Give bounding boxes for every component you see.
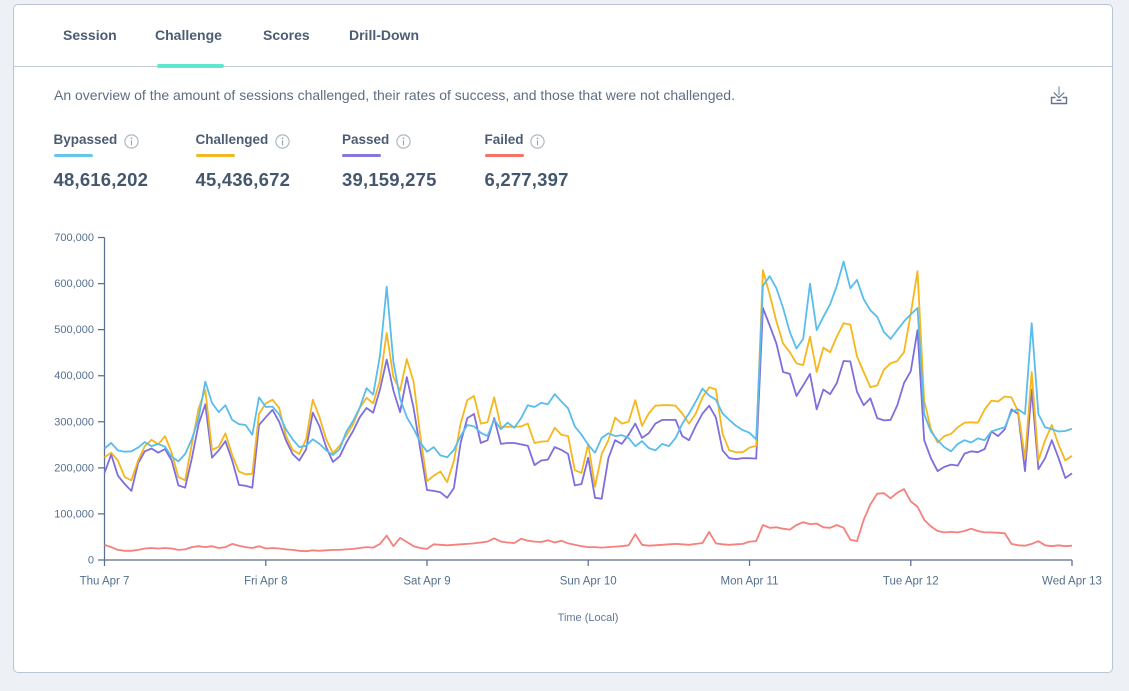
svg-text:Fri Apr 8: Fri Apr 8 (244, 576, 287, 588)
svg-text:Mon Apr 11: Mon Apr 11 (721, 576, 779, 588)
svg-text:700,000: 700,000 (54, 232, 94, 244)
svg-text:500,000: 500,000 (54, 324, 94, 336)
svg-text:300,000: 300,000 (54, 416, 94, 428)
svg-text:Tue Apr 12: Tue Apr 12 (883, 576, 939, 588)
svg-text:400,000: 400,000 (54, 370, 94, 382)
svg-text:600,000: 600,000 (54, 278, 94, 290)
svg-text:Wed Apr 13: Wed Apr 13 (1042, 576, 1102, 588)
svg-text:Sat Apr 9: Sat Apr 9 (403, 576, 450, 588)
svg-text:0: 0 (88, 555, 94, 567)
svg-text:100,000: 100,000 (54, 508, 94, 520)
svg-text:Thu Apr 7: Thu Apr 7 (80, 576, 130, 588)
svg-text:Time (Local): Time (Local) (558, 612, 619, 624)
svg-text:200,000: 200,000 (54, 462, 94, 474)
svg-text:Sun Apr 10: Sun Apr 10 (560, 576, 617, 588)
